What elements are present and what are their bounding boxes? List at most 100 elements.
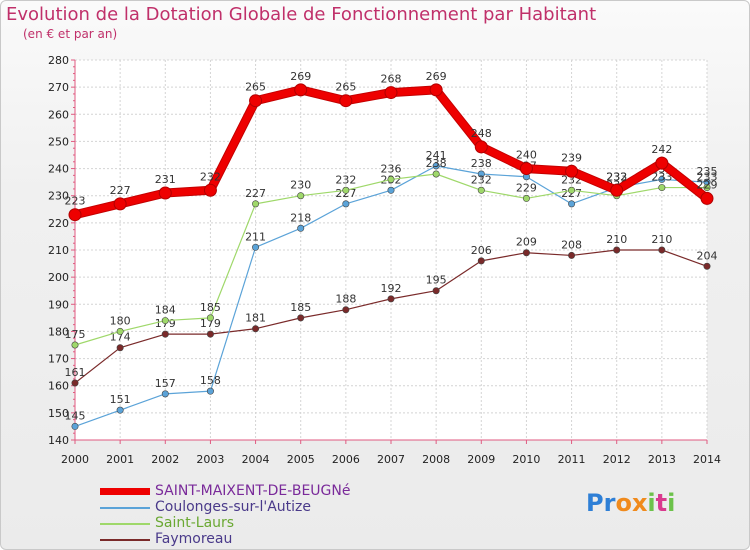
data-label: 236 xyxy=(381,162,402,175)
legend-swatch xyxy=(100,523,150,525)
data-label: 227 xyxy=(245,187,266,200)
data-point xyxy=(71,379,79,387)
data-label: 192 xyxy=(381,282,402,295)
data-label: 269 xyxy=(426,70,447,83)
data-point xyxy=(429,83,443,97)
data-point xyxy=(610,183,624,197)
line-chart: 140 150 160 170 180 190 200 210 220 230 240 250 260 2… xyxy=(48,54,721,466)
data-point xyxy=(568,251,576,259)
y-tick-label: 170 xyxy=(48,353,69,366)
data-label: 233 xyxy=(651,171,672,184)
data-point xyxy=(206,387,214,395)
data-label: 151 xyxy=(110,393,131,406)
chart-title: Evolution de la Dotation Globale de Fonc… xyxy=(6,4,597,25)
data-label: 184 xyxy=(155,304,176,317)
data-point xyxy=(158,186,172,200)
data-label: 241 xyxy=(426,149,447,162)
data-point xyxy=(161,330,169,338)
data-label: 238 xyxy=(426,157,447,170)
data-label: 232 xyxy=(200,170,221,183)
data-point xyxy=(342,306,350,314)
data-point xyxy=(206,330,214,338)
data-point xyxy=(655,156,669,170)
logo-letter: o xyxy=(615,489,632,517)
data-point xyxy=(252,200,260,208)
data-point xyxy=(568,200,576,208)
logo-letter: i xyxy=(667,489,676,517)
y-tick-label: 180 xyxy=(48,325,69,338)
logo-letter: i xyxy=(647,489,656,517)
legend-swatch xyxy=(100,488,150,495)
x-tick-label: 2013 xyxy=(648,453,676,466)
data-label: 211 xyxy=(245,230,266,243)
data-label: 268 xyxy=(381,73,402,86)
data-label: 231 xyxy=(155,173,176,186)
data-point xyxy=(432,287,440,295)
y-tick-label: 140 xyxy=(48,434,69,447)
data-label: 208 xyxy=(561,238,582,251)
legend-label: Faymoreau xyxy=(155,531,233,547)
data-point xyxy=(252,325,260,333)
y-tick-label: 210 xyxy=(48,244,69,257)
y-tick-label: 150 xyxy=(48,407,69,420)
data-label: 210 xyxy=(606,233,627,246)
x-tick-label: 2005 xyxy=(287,453,315,466)
x-tick-label: 2003 xyxy=(196,453,224,466)
data-label: 227 xyxy=(110,184,131,197)
data-label: 218 xyxy=(290,211,311,224)
data-point xyxy=(116,406,124,414)
logo-letter: P xyxy=(586,489,604,517)
y-tick-label: 230 xyxy=(48,190,69,203)
data-point xyxy=(700,191,714,205)
data-point xyxy=(522,249,530,257)
data-point xyxy=(384,86,398,100)
y-tick-label: 280 xyxy=(48,54,69,67)
y-tick-label: 160 xyxy=(48,380,69,393)
data-label: 209 xyxy=(516,236,537,249)
data-point xyxy=(387,295,395,303)
data-label: 242 xyxy=(651,143,672,156)
data-label: 210 xyxy=(651,233,672,246)
data-label: 175 xyxy=(65,328,86,341)
data-point xyxy=(565,164,579,178)
data-point xyxy=(68,208,82,222)
y-tick-label: 260 xyxy=(48,108,69,121)
y-tick-label: 240 xyxy=(48,163,69,176)
data-point xyxy=(116,344,124,352)
data-point xyxy=(339,94,353,108)
chart-subtitle: (en € et par an) xyxy=(23,27,118,41)
data-point xyxy=(703,262,711,270)
x-tick-label: 2000 xyxy=(61,453,89,466)
x-tick-label: 2006 xyxy=(332,453,360,466)
data-label: 238 xyxy=(471,157,492,170)
data-label: 233 xyxy=(697,171,718,184)
data-point xyxy=(342,200,350,208)
data-point xyxy=(297,224,305,232)
data-label: 206 xyxy=(471,244,492,257)
data-label: 185 xyxy=(200,301,221,314)
data-point xyxy=(161,317,169,325)
data-label: 265 xyxy=(335,81,356,94)
data-label: 232 xyxy=(335,173,356,186)
data-label: 174 xyxy=(110,331,131,344)
y-tick-label: 220 xyxy=(48,217,69,230)
data-label: 180 xyxy=(110,314,131,327)
data-point xyxy=(387,175,395,183)
data-label: 233 xyxy=(606,171,627,184)
data-label: 229 xyxy=(516,181,537,194)
data-label: 179 xyxy=(200,317,221,330)
data-point xyxy=(161,390,169,398)
data-point xyxy=(658,246,666,254)
legend-swatch xyxy=(100,539,150,541)
data-point xyxy=(71,341,79,349)
x-tick-label: 2008 xyxy=(422,453,450,466)
x-tick-label: 2011 xyxy=(558,453,586,466)
data-point xyxy=(116,327,124,335)
data-label: 230 xyxy=(290,179,311,192)
data-label: 269 xyxy=(290,70,311,83)
data-point xyxy=(474,140,488,154)
data-label: 235 xyxy=(697,165,718,178)
data-label: 248 xyxy=(471,127,492,140)
data-point xyxy=(297,192,305,200)
logo-letter: r xyxy=(603,489,616,517)
